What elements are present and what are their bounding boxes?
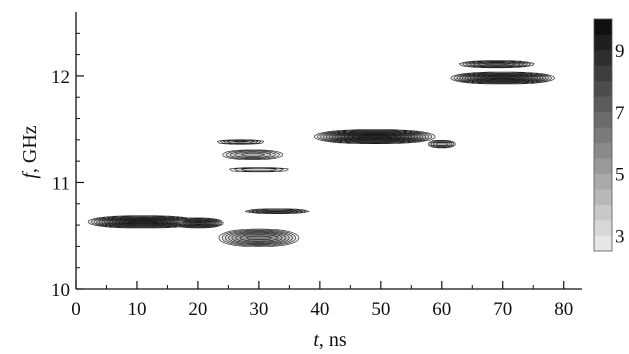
x-axis-variable: t: [313, 329, 319, 351]
y-tick-label-11: 11: [52, 173, 70, 194]
y-axis-variable: f: [19, 171, 41, 179]
x-axis-unit: , ns: [319, 329, 347, 351]
y-axis-title: f, GHz: [19, 125, 41, 178]
contour-line-0: [87, 60, 556, 247]
x-axis-ticks: 0 10 20 30 40 50 60 70 80: [71, 281, 573, 320]
colorbar-label-5: 5: [615, 165, 625, 186]
x-tick-label-50: 50: [371, 299, 390, 320]
y-axis-unit: , GHz: [19, 125, 41, 173]
colorbar-band-1: [594, 220, 612, 236]
x-tick-label-80: 80: [554, 299, 573, 320]
colorbar-band-8: [594, 111, 612, 128]
x-tick-label-40: 40: [310, 299, 329, 320]
x-axis-title: t, ns: [313, 329, 347, 351]
y-tick-label-10: 10: [51, 280, 70, 301]
colorbar-band-12: [594, 49, 612, 66]
y-tick-label-12: 12: [51, 67, 70, 88]
contour-line-5: [101, 62, 542, 243]
contour-line-10: [114, 75, 527, 225]
contour-line-8: [108, 74, 533, 226]
contour-line-9: [111, 75, 530, 226]
colorbar-label-7: 7: [615, 103, 625, 124]
colorbar-band-9: [594, 96, 612, 113]
colorbar-band-11: [594, 65, 612, 82]
x-tick-label-30: 30: [249, 299, 268, 320]
colorbar-label-3: 3: [615, 227, 625, 248]
colorbar-band-13: [594, 34, 612, 51]
x-tick-label-70: 70: [493, 299, 512, 320]
contour-line-12: [122, 77, 515, 224]
y-axis-ticks: 10 11 12: [51, 32, 84, 301]
x-tick-label-20: 20: [188, 299, 207, 320]
colorbar-band-0: [594, 235, 612, 252]
colorbar: [593, 18, 613, 252]
colorbar-ticks: 3 5 7 9: [615, 41, 625, 248]
x-tick-label-10: 10: [127, 299, 146, 320]
contour-line-2: [93, 61, 550, 246]
contour-line-1: [90, 60, 553, 246]
colorbar-band-7: [594, 127, 612, 144]
contour-line-11: [118, 76, 522, 225]
colorbar-band-10: [594, 80, 612, 97]
x-tick-label-0: 0: [71, 299, 81, 320]
colorbar-band-3: [594, 189, 612, 205]
contour-line-6: [103, 63, 539, 242]
contour-line-13: [127, 135, 391, 224]
colorbar-frame: [593, 18, 613, 252]
x-tick-label-60: 60: [432, 299, 451, 320]
colorbar-band-6: [594, 142, 612, 159]
contour-fill: [87, 60, 556, 247]
colorbar-band-14: [594, 19, 612, 35]
colorbar-label-9: 9: [615, 41, 625, 62]
colorbar-band-5: [594, 158, 612, 174]
colorbar-band-2: [594, 204, 612, 221]
colorbar-band-4: [594, 173, 612, 190]
plot-axes: [75, 12, 582, 290]
